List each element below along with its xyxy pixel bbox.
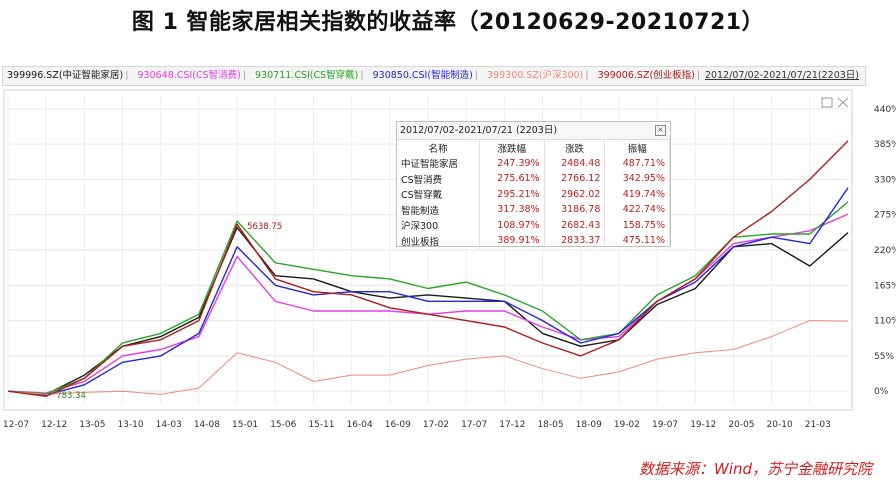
legend-item-hs300[interactable]: 399300.SZ(沪深300) <box>487 70 584 81</box>
legend-item-cs-wearable[interactable]: 930711.CSI(CS智穿戴) <box>255 70 359 81</box>
x-tick-label: 19-12 <box>690 420 716 430</box>
cell-change: 2682.43 <box>544 217 606 233</box>
legend-separator: | <box>360 70 364 81</box>
cell-amplitude: 158.75% <box>604 217 670 233</box>
max-annotation: 5638.75 <box>247 222 282 232</box>
cell-change-pct: 295.21% <box>479 186 545 202</box>
cell-change: 2766.12 <box>544 171 606 187</box>
legend-item-cs-consume[interactable]: 930648.CSI(CS智消费) <box>137 70 241 81</box>
maximize-icon[interactable] <box>821 97 833 108</box>
legend-item-chinext[interactable]: 399006.SZ(创业板指) <box>597 70 695 81</box>
y-tick-label: 385% <box>874 140 896 150</box>
cell-amplitude: 342.95% <box>604 171 670 187</box>
cell-change: 2484.48 <box>544 155 606 171</box>
cell-name: 创业板指 <box>397 233 480 249</box>
cell-name: 智能制造 <box>397 202 480 218</box>
table-row: 沪深300 108.97% 2682.43 158.75% <box>397 217 670 233</box>
x-tick-label: 20-10 <box>767 420 793 430</box>
figure-title: 图 1 智能家居相关指数的收益率（20120629-20210721） <box>131 10 765 35</box>
cell-change: 2833.37 <box>544 233 606 249</box>
series-line-0 <box>7 226 849 396</box>
cell-name: 沪深300 <box>397 217 480 233</box>
y-tick-label: 440% <box>874 105 896 115</box>
source-note: 数据来源：Wind，苏宁金融研究院 <box>638 460 872 478</box>
series-line-3 <box>7 187 849 396</box>
y-tick-label: 110% <box>874 317 896 327</box>
legend-separator: | <box>125 70 129 81</box>
popup-close-icon[interactable]: × <box>655 125 666 136</box>
x-tick-label: 15-01 <box>232 420 258 430</box>
legend-separator: | <box>242 70 247 81</box>
cell-change-pct: 275.61% <box>479 171 545 187</box>
table-row: CS智消费 275.61% 2766.12 342.95% <box>397 171 670 187</box>
x-tick-label: 21-03 <box>805 420 831 430</box>
series-line-5 <box>7 140 849 397</box>
cell-change: 3186.78 <box>544 202 606 218</box>
x-tick-label: 13-05 <box>79 420 105 430</box>
x-tick-label: 17-02 <box>423 420 449 430</box>
x-tick-label: 17-07 <box>461 420 487 430</box>
cell-name: CS智消费 <box>397 171 480 187</box>
legend-separator: | <box>696 70 701 81</box>
table-header-row: 名称 涨跌幅 涨跌 振幅 <box>397 140 670 156</box>
y-tick-label: 330% <box>874 175 896 185</box>
legend-separator: | <box>585 70 589 81</box>
x-tick-label: 16-04 <box>347 420 373 430</box>
series-lines <box>7 140 849 397</box>
x-tick-label: 20-05 <box>728 420 754 430</box>
header-change: 涨跌 <box>544 140 606 156</box>
x-tick-label: 18-05 <box>537 420 563 430</box>
stats-table: 名称 涨跌幅 涨跌 振幅 中证智能家居 247.39% 2484.48 487.71%… <box>397 140 670 249</box>
legend-item-smarthome[interactable]: 399996.SZ(中证智能家居) <box>7 70 124 81</box>
x-tick-label: 13-10 <box>117 420 143 430</box>
x-tick-label: 19-07 <box>652 420 678 430</box>
table-row: CS智穿戴 295.21% 2962.02 419.74% <box>397 186 670 202</box>
header-amplitude: 振幅 <box>604 140 670 156</box>
cell-amplitude: 422.74% <box>604 202 670 218</box>
table-row: 智能制造 317.38% 3186.78 422.74% <box>397 202 670 218</box>
annotations: 5638.75 783.34 <box>56 222 282 401</box>
cell-change-pct: 389.91% <box>479 233 545 249</box>
y-tick-label: 0% <box>874 387 889 397</box>
x-tick-label: 18-09 <box>576 420 602 430</box>
legend-separator: | <box>474 70 478 81</box>
y-tick-label: 220% <box>874 246 896 256</box>
table-row: 创业板指 389.91% 2833.37 475.11% <box>397 233 670 249</box>
series-line-2 <box>7 201 849 395</box>
cell-amplitude: 487.71% <box>604 155 670 171</box>
stats-popup: 2012/07/02-2021/07/21 (2203日) × 名称 涨跌幅 涨… <box>396 121 671 249</box>
x-tick-label: 14-03 <box>156 420 182 430</box>
min-annotation: 783.34 <box>56 391 86 401</box>
cell-amplitude: 419.74% <box>604 186 670 202</box>
x-tick-labels: 12-07 12-12 13-05 13-10 14-03 14-08 15-01 15-06… <box>3 420 831 430</box>
cell-change-pct: 317.38% <box>479 202 545 218</box>
close-chart-icon[interactable] <box>837 97 849 108</box>
cell-name: CS智穿戴 <box>397 186 480 202</box>
legend-bar: 399996.SZ(中证智能家居) | 930648.CSI(CS智消费) | 93… <box>2 66 866 86</box>
cell-change-pct: 247.39% <box>479 155 545 171</box>
y-tick-labels: 440% 385% 330% 275% 220% 165% 110% 55% 0% <box>874 105 896 397</box>
cell-name: 中证智能家居 <box>397 155 480 171</box>
x-tick-label: 15-11 <box>308 420 334 430</box>
x-tick-label: 19-02 <box>614 420 640 430</box>
popup-title: 2012/07/02-2021/07/21 (2203日) <box>397 122 670 140</box>
x-tick-label: 15-06 <box>270 420 296 430</box>
y-tick-label: 275% <box>874 211 896 221</box>
date-range-link[interactable]: 2012/07/02-2021/07/21(2203日) <box>704 70 859 81</box>
legend-item-smart-mfg[interactable]: 930850.CSI(智能制造) <box>372 70 473 81</box>
y-tick-label: 55% <box>874 352 894 362</box>
y-tick-label: 165% <box>874 281 896 291</box>
cell-amplitude: 475.11% <box>604 233 670 249</box>
cell-change: 2962.02 <box>544 186 606 202</box>
x-tick-label: 14-08 <box>194 420 220 430</box>
table-row: 中证智能家居 247.39% 2484.48 487.71% <box>397 155 670 171</box>
series-line-4 <box>7 320 849 395</box>
x-tick-label: 16-09 <box>385 420 411 430</box>
x-tick-label: 12-07 <box>3 420 29 430</box>
header-name: 名称 <box>397 140 480 156</box>
x-tick-label: 12-12 <box>41 420 67 430</box>
header-change-pct: 涨跌幅 <box>479 140 545 156</box>
x-tick-label: 17-12 <box>499 420 525 430</box>
cell-change-pct: 108.97% <box>479 217 545 233</box>
